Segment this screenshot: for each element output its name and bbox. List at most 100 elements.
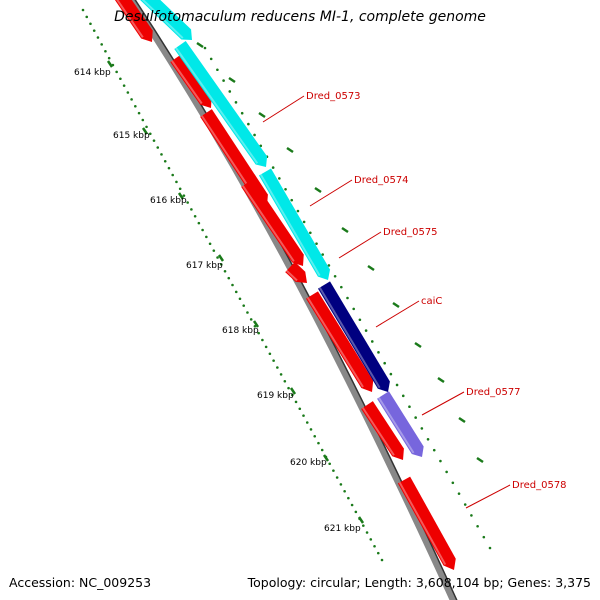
- ruler-dot: [333, 274, 337, 278]
- gene-arrow-body: [361, 401, 404, 460]
- cds-arrows: [140, 0, 424, 457]
- kbp-tick-label: 614 kbp: [74, 68, 111, 78]
- ruler-dot: [321, 253, 325, 256]
- ruler-dot: [175, 180, 178, 184]
- gene-label[interactable]: Dred_0577: [466, 387, 521, 398]
- ruler-dot: [362, 524, 365, 527]
- ruler-dot: [328, 462, 331, 466]
- gene-label[interactable]: caiC: [421, 296, 442, 307]
- ruler-dot: [219, 263, 223, 266]
- kbp-tick: [217, 254, 225, 262]
- ruler-dot: [193, 214, 197, 218]
- gene-arrow: [114, 0, 153, 42]
- ruler-dot: [395, 383, 399, 387]
- ruler-dot: [163, 159, 167, 163]
- ruler-dash: [367, 264, 375, 272]
- ruler-dot: [223, 269, 227, 273]
- ruler-dot: [182, 194, 186, 197]
- backbone-line: [127, 0, 457, 600]
- ruler-dot: [284, 188, 287, 191]
- gene-label[interactable]: Dred_0578: [512, 480, 567, 491]
- ruler-dot: [488, 546, 492, 550]
- ruler-dot: [370, 340, 374, 343]
- gene-arrow-body: [285, 261, 307, 283]
- ruler-dot: [240, 111, 244, 115]
- ruler-dot: [100, 43, 103, 46]
- ruler-dot: [389, 372, 393, 376]
- ruler-dot: [96, 36, 100, 39]
- kbp-tick: [289, 387, 297, 395]
- ruler-dot: [302, 220, 306, 224]
- ruler-dot: [126, 91, 130, 94]
- cds-arrow-highlight: [141, 0, 184, 39]
- ruler-dot: [335, 476, 339, 479]
- ruler-dot: [271, 166, 275, 169]
- ruler-dot: [222, 79, 225, 82]
- kbp-tick: [252, 320, 260, 328]
- ruler-dot: [309, 231, 312, 235]
- ruler-dot: [420, 427, 424, 430]
- ruler-dot: [186, 201, 189, 204]
- cds-arrow-body: [317, 281, 390, 392]
- ruler-dot: [257, 331, 260, 335]
- cds-arrow-highlight: [377, 397, 415, 454]
- gene-label-leader: [421, 391, 465, 416]
- ruler-dot: [373, 544, 376, 548]
- ruler-dot: [376, 551, 380, 555]
- ruler-dot: [268, 352, 272, 356]
- ruler-dot: [119, 77, 122, 81]
- ruler-dot: [167, 166, 171, 170]
- kbp-tick: [106, 60, 114, 68]
- ruler-dot: [380, 558, 384, 562]
- ruler-dot: [358, 318, 362, 322]
- ruler-dot: [343, 489, 346, 493]
- ruler-dot: [346, 296, 349, 300]
- ruler-dot: [208, 242, 212, 246]
- ruler-dot: [259, 144, 263, 148]
- gene-arrow-body: [114, 0, 153, 42]
- ruler-dash: [392, 301, 400, 309]
- kbp-tick: [322, 454, 330, 462]
- ruler-dot: [197, 221, 201, 225]
- gene-label[interactable]: Dred_0573: [306, 91, 361, 102]
- ruler-dot: [261, 338, 264, 342]
- gene-arrow: [285, 261, 307, 283]
- ruler-dot: [451, 481, 455, 485]
- ruler-dot: [242, 304, 246, 307]
- ruler-dot: [264, 345, 268, 349]
- ruler-dot: [339, 483, 343, 486]
- ruler-dot: [107, 56, 111, 60]
- ruler-dot: [457, 492, 461, 495]
- ruler-dot: [201, 228, 204, 232]
- ruler-dot: [81, 8, 85, 12]
- cds-arrow-body: [258, 168, 331, 280]
- gene-label[interactable]: Dred_0574: [354, 175, 409, 186]
- tick-labels: 614 kbp 615 kbp 616 kbp 617 kbp 618 kbp 619 k…: [74, 68, 361, 534]
- ruler-dots: [81, 8, 492, 562]
- ruler-dot: [276, 366, 279, 369]
- ruler-dot: [302, 414, 305, 417]
- ruler-dot: [231, 283, 234, 287]
- gene-label[interactable]: Dred_0575: [383, 227, 438, 238]
- genome-backbone: [127, 0, 458, 600]
- ruler-dot: [327, 264, 331, 267]
- ruler-dot: [305, 421, 309, 424]
- kbp-tick-label: 618 kbp: [222, 326, 259, 336]
- ruler-dot: [320, 448, 324, 452]
- cds-arrow-body: [174, 40, 268, 167]
- gene-arrow-body: [306, 291, 374, 392]
- kbp-tick-label: 617 kbp: [186, 261, 223, 271]
- gene-label-leader: [262, 95, 305, 123]
- ruler-dot: [290, 198, 294, 202]
- ruler-dot: [130, 98, 133, 101]
- gene-arrow-highlight: [398, 481, 447, 566]
- ruler-dash: [341, 226, 349, 234]
- ruler-dot: [445, 470, 448, 474]
- cds-arrow-highlight: [318, 287, 381, 389]
- gene-arrow-highlight: [171, 60, 203, 105]
- ruler-dash: [196, 41, 204, 49]
- ruler-dot: [279, 373, 283, 376]
- kbp-tick-label: 621 kbp: [324, 524, 361, 534]
- ruler-dot: [347, 496, 350, 500]
- cds-arrow: [140, 0, 192, 40]
